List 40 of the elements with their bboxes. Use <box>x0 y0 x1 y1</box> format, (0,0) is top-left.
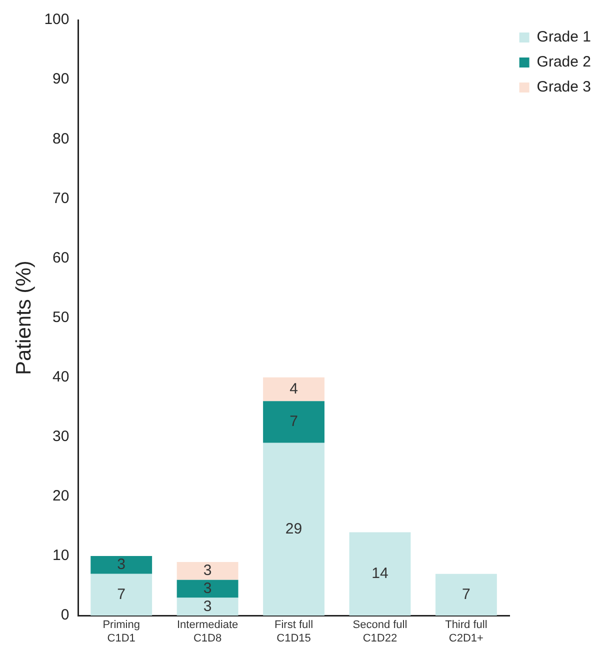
y-tick-label: 70 <box>52 190 70 207</box>
x-tick-label: Third full C2D1+ <box>445 619 488 644</box>
legend-label: Grade 2 <box>536 54 592 71</box>
y-tick-label: 20 <box>52 488 70 505</box>
bar <box>176 580 238 598</box>
bar <box>263 442 324 616</box>
data-label: 14 <box>372 565 388 582</box>
data-label: 3 <box>117 556 126 574</box>
bar <box>90 574 152 616</box>
y-axis-title: Patients (%) <box>12 260 36 375</box>
bar <box>435 574 497 616</box>
data-label: 3 <box>203 562 212 580</box>
bar <box>349 532 411 616</box>
y-tick-label: 60 <box>52 249 70 266</box>
y-tick-label: 30 <box>52 428 70 446</box>
bar <box>263 401 324 443</box>
data-label: 7 <box>117 586 126 603</box>
data-label: 7 <box>462 586 470 603</box>
x-tick-label: Priming C1D1 <box>102 619 140 644</box>
y-tick-label: 90 <box>52 70 70 88</box>
data-label: 3 <box>203 580 212 597</box>
y-tick-label: 40 <box>52 368 70 386</box>
bar <box>176 598 238 616</box>
y-tick-label: 100 <box>44 11 70 28</box>
legend-label: Grade 3 <box>536 78 592 96</box>
x-tick-label: First full C1D15 <box>274 619 314 644</box>
bar <box>176 562 238 580</box>
bar <box>90 556 152 574</box>
y-tick-label: 50 <box>52 308 70 326</box>
x-tick-label: Intermediate C1D8 <box>176 619 238 644</box>
legend-label: Grade 1 <box>536 28 592 46</box>
x-tick-label: Second full C1D22 <box>352 619 408 644</box>
y-tick-label: 10 <box>52 547 70 564</box>
data-label: 4 <box>290 380 298 398</box>
data-label: 7 <box>290 413 298 430</box>
data-label: 29 <box>285 520 302 538</box>
y-tick-label: 80 <box>52 130 70 148</box>
y-tick-label: 0 <box>60 606 70 624</box>
bar <box>263 377 324 402</box>
data-label: 3 <box>203 598 212 615</box>
